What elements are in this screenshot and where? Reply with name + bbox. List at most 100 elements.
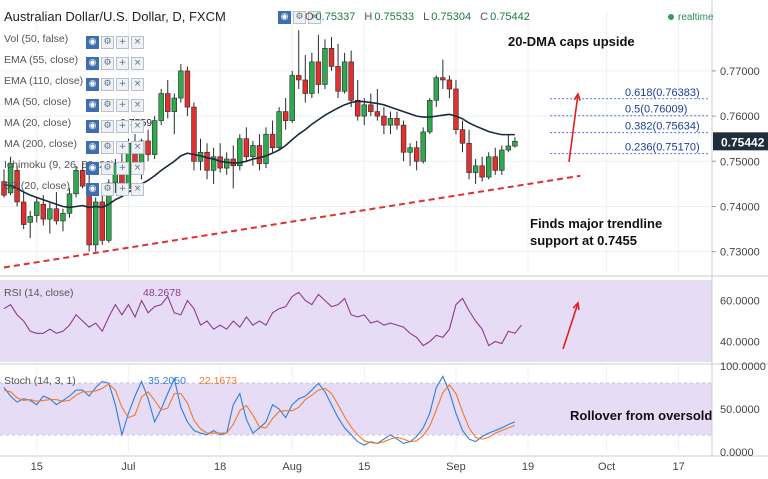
eye-icon[interactable]: ◉ — [86, 141, 99, 155]
add-icon[interactable]: + — [116, 183, 129, 197]
settings-icon[interactable]: ⚙ — [101, 141, 114, 155]
candle-body — [400, 124, 407, 153]
indicator-label: MA (20, close) — [4, 117, 72, 129]
close-icon[interactable]: × — [308, 11, 321, 25]
add-icon[interactable]: + — [116, 57, 129, 71]
settings-icon[interactable]: ⚙ — [101, 99, 114, 113]
time-tick-label: 18 — [214, 461, 226, 473]
candle-down — [217, 143, 223, 173]
candle-body — [361, 104, 367, 117]
candle-body — [276, 111, 282, 149]
realtime-status: realtime — [668, 12, 714, 23]
time-tick-label: 15 — [358, 461, 370, 473]
ohlc-close-key: C — [480, 11, 489, 23]
settings-icon[interactable]: ⚙ — [101, 36, 114, 50]
indicator-row[interactable]: Vol (50, false) — [4, 33, 68, 45]
eye-icon[interactable]: ◉ — [86, 78, 99, 92]
eye-icon[interactable]: ◉ — [86, 36, 99, 50]
candle-body — [512, 141, 518, 147]
candle-body — [93, 201, 99, 246]
candle-body — [184, 70, 191, 108]
indicator-label: MA (50, close) — [4, 96, 72, 108]
close-icon[interactable]: × — [131, 99, 144, 113]
close-icon[interactable]: × — [131, 57, 144, 71]
indicator-row[interactable]: MA (50, close) — [4, 96, 71, 108]
candle-body — [289, 75, 295, 121]
candle-down — [204, 143, 210, 180]
settings-icon[interactable]: ⚙ — [293, 11, 306, 25]
candle-up — [499, 145, 505, 175]
indicator-row[interactable]: EMA (110, close) — [4, 75, 83, 87]
candle-body — [485, 156, 492, 178]
settings-icon[interactable]: ⚙ — [101, 162, 114, 176]
close-icon[interactable]: × — [131, 183, 144, 197]
candle-body — [459, 129, 466, 144]
settings-icon[interactable]: ⚙ — [101, 183, 114, 197]
candle-body — [263, 133, 269, 164]
close-icon[interactable]: × — [131, 141, 144, 155]
candle-body — [250, 145, 256, 158]
candle-body — [374, 111, 381, 117]
eye-icon[interactable]: ◉ — [86, 120, 99, 134]
candle-down — [282, 98, 289, 130]
indicator-toolbar: ◉ ⚙ + × — [86, 118, 146, 136]
settings-icon[interactable]: ⚙ — [101, 78, 114, 92]
eye-icon[interactable]: ◉ — [86, 99, 99, 113]
close-icon[interactable]: × — [131, 36, 144, 50]
close-icon[interactable]: × — [131, 162, 144, 176]
candle-up — [27, 211, 33, 239]
close-icon[interactable]: × — [131, 120, 144, 134]
candle-up — [34, 197, 40, 223]
candle-down — [466, 129, 472, 180]
add-icon[interactable]: + — [116, 78, 129, 92]
candle-up — [512, 137, 518, 148]
candle-body — [106, 182, 112, 241]
close-icon[interactable]: × — [131, 78, 144, 92]
candle-body — [381, 115, 387, 126]
price-tick-label: 0.76000 — [720, 111, 760, 123]
add-icon[interactable]: + — [116, 36, 129, 50]
candle-body — [53, 208, 60, 222]
add-icon[interactable]: + — [116, 141, 129, 155]
eye-icon[interactable]: ◉ — [86, 162, 99, 176]
last-price-label: 0.75442 — [721, 135, 765, 149]
candle-down — [1, 169, 7, 198]
settings-icon[interactable]: ⚙ — [101, 57, 114, 71]
arrow-head — [573, 92, 581, 101]
price-tick-label: 0.74000 — [720, 201, 760, 213]
eye-icon[interactable]: ◉ — [86, 57, 99, 71]
candle-body — [79, 170, 86, 187]
candle-body — [27, 216, 33, 223]
add-icon[interactable]: + — [116, 120, 129, 134]
chart-title: Australian Dollar/U.S. Dollar, D, FXCM — [4, 9, 226, 24]
arrow-shaft — [562, 302, 579, 350]
candle-up — [250, 140, 256, 166]
time-tick-label: Oct — [598, 461, 615, 473]
candle-down — [459, 120, 466, 153]
fib-level-label: 0.618(0.76383) — [625, 87, 700, 99]
candle-up — [276, 107, 282, 150]
candle-up — [341, 52, 348, 94]
candle-up — [322, 39, 328, 89]
add-icon[interactable]: + — [116, 162, 129, 176]
rsi-tick-label: 60.0000 — [720, 296, 760, 308]
time-tick-label: Aug — [282, 461, 302, 473]
annotation-layer: 20-DMA caps upside Finds major trendline s… — [4, 34, 712, 423]
eye-icon[interactable]: ◉ — [278, 11, 291, 25]
add-icon[interactable]: + — [116, 99, 129, 113]
candle-body — [256, 145, 263, 164]
candle-down — [53, 192, 60, 225]
candle-body — [453, 88, 459, 130]
arrow-head — [572, 301, 580, 311]
indicator-row[interactable]: BB (20, close) — [4, 180, 70, 192]
ohlc-open-key: O — [305, 11, 314, 23]
indicator-row[interactable]: MA (200, close) — [4, 138, 77, 150]
settings-icon[interactable]: ⚙ — [101, 120, 114, 134]
candle-down — [368, 93, 374, 117]
eye-icon[interactable]: ◉ — [86, 183, 99, 197]
candle-body — [47, 208, 53, 220]
oscillator-bands — [0, 280, 712, 435]
indicator-row[interactable]: EMA (55, close) — [4, 54, 78, 66]
time-tick-label: 17 — [673, 461, 685, 473]
